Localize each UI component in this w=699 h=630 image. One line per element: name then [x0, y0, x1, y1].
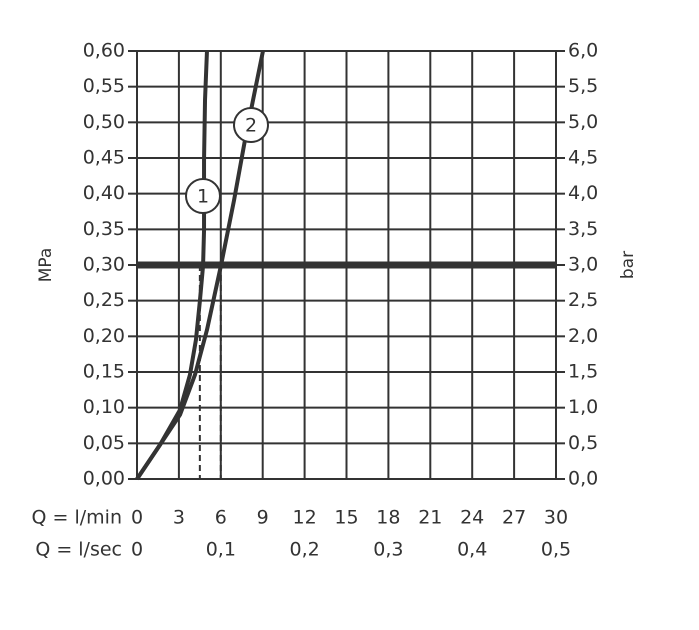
series-label: 1 [197, 186, 209, 208]
y2-tick-label: 1,5 [568, 361, 598, 383]
y2-tick-label: 5,5 [568, 75, 598, 97]
y2-tick-label: 1,0 [568, 396, 598, 418]
x-tick-label: 12 [293, 507, 317, 529]
x-tick-label: 18 [376, 507, 400, 529]
y2-tick-label: 4,5 [568, 147, 598, 169]
y-tick-label: 0,40 [83, 182, 125, 204]
y2-tick-label: 2,0 [568, 325, 598, 347]
y2-tick-label: 5,0 [568, 111, 598, 133]
y2-tick-label: 3,5 [568, 218, 598, 240]
y-tick-label: 0,60 [83, 40, 125, 62]
x2-tick-label: 0,4 [457, 539, 487, 561]
y2-tick-label: 0,5 [568, 432, 598, 454]
x-tick-label: 9 [257, 507, 269, 529]
series-badge [185, 178, 221, 214]
x2-tick-label: 0,5 [541, 539, 571, 561]
y-tick-label: 0,30 [83, 254, 125, 276]
y-tick-label: 0,15 [83, 361, 125, 383]
x2-axis-label: Q = l/sec [35, 539, 122, 561]
y-tick-label: 0,20 [83, 325, 125, 347]
x-tick-label: 24 [460, 507, 484, 529]
x-axis-label: Q = l/min [32, 507, 122, 529]
x-tick-label: 27 [502, 507, 526, 529]
x-tick-label: 3 [173, 507, 185, 529]
x-tick-label: 0 [131, 507, 143, 529]
y2-tick-label: 6,0 [568, 40, 598, 62]
x2-tick-label: 0 [131, 539, 143, 561]
y-tick-label: 0,00 [83, 468, 125, 490]
y-tick-label: 0,35 [83, 218, 125, 240]
series-badge [233, 107, 269, 143]
y2-tick-label: 3,0 [568, 254, 598, 276]
x-tick-label: 30 [544, 507, 568, 529]
y-tick-label: 0,55 [83, 75, 125, 97]
y-tick-label: 0,50 [83, 111, 125, 133]
y-tick-label: 0,45 [83, 147, 125, 169]
y2-axis-label: bar [618, 251, 638, 279]
y2-tick-label: 2,5 [568, 289, 598, 311]
x2-tick-label: 0,2 [289, 539, 319, 561]
x-tick-label: 15 [334, 507, 358, 529]
y-axis-label: MPa [36, 248, 56, 283]
x-tick-label: 6 [215, 507, 227, 529]
y-tick-label: 0,10 [83, 396, 125, 418]
series-label: 2 [245, 115, 257, 137]
y-tick-label: 0,25 [83, 289, 125, 311]
y2-tick-label: 4,0 [568, 182, 598, 204]
x2-tick-label: 0,3 [373, 539, 403, 561]
x-tick-label: 21 [418, 507, 442, 529]
x2-tick-label: 0,1 [206, 539, 236, 561]
y2-tick-label: 0,0 [568, 468, 598, 490]
y-tick-label: 0,05 [83, 432, 125, 454]
